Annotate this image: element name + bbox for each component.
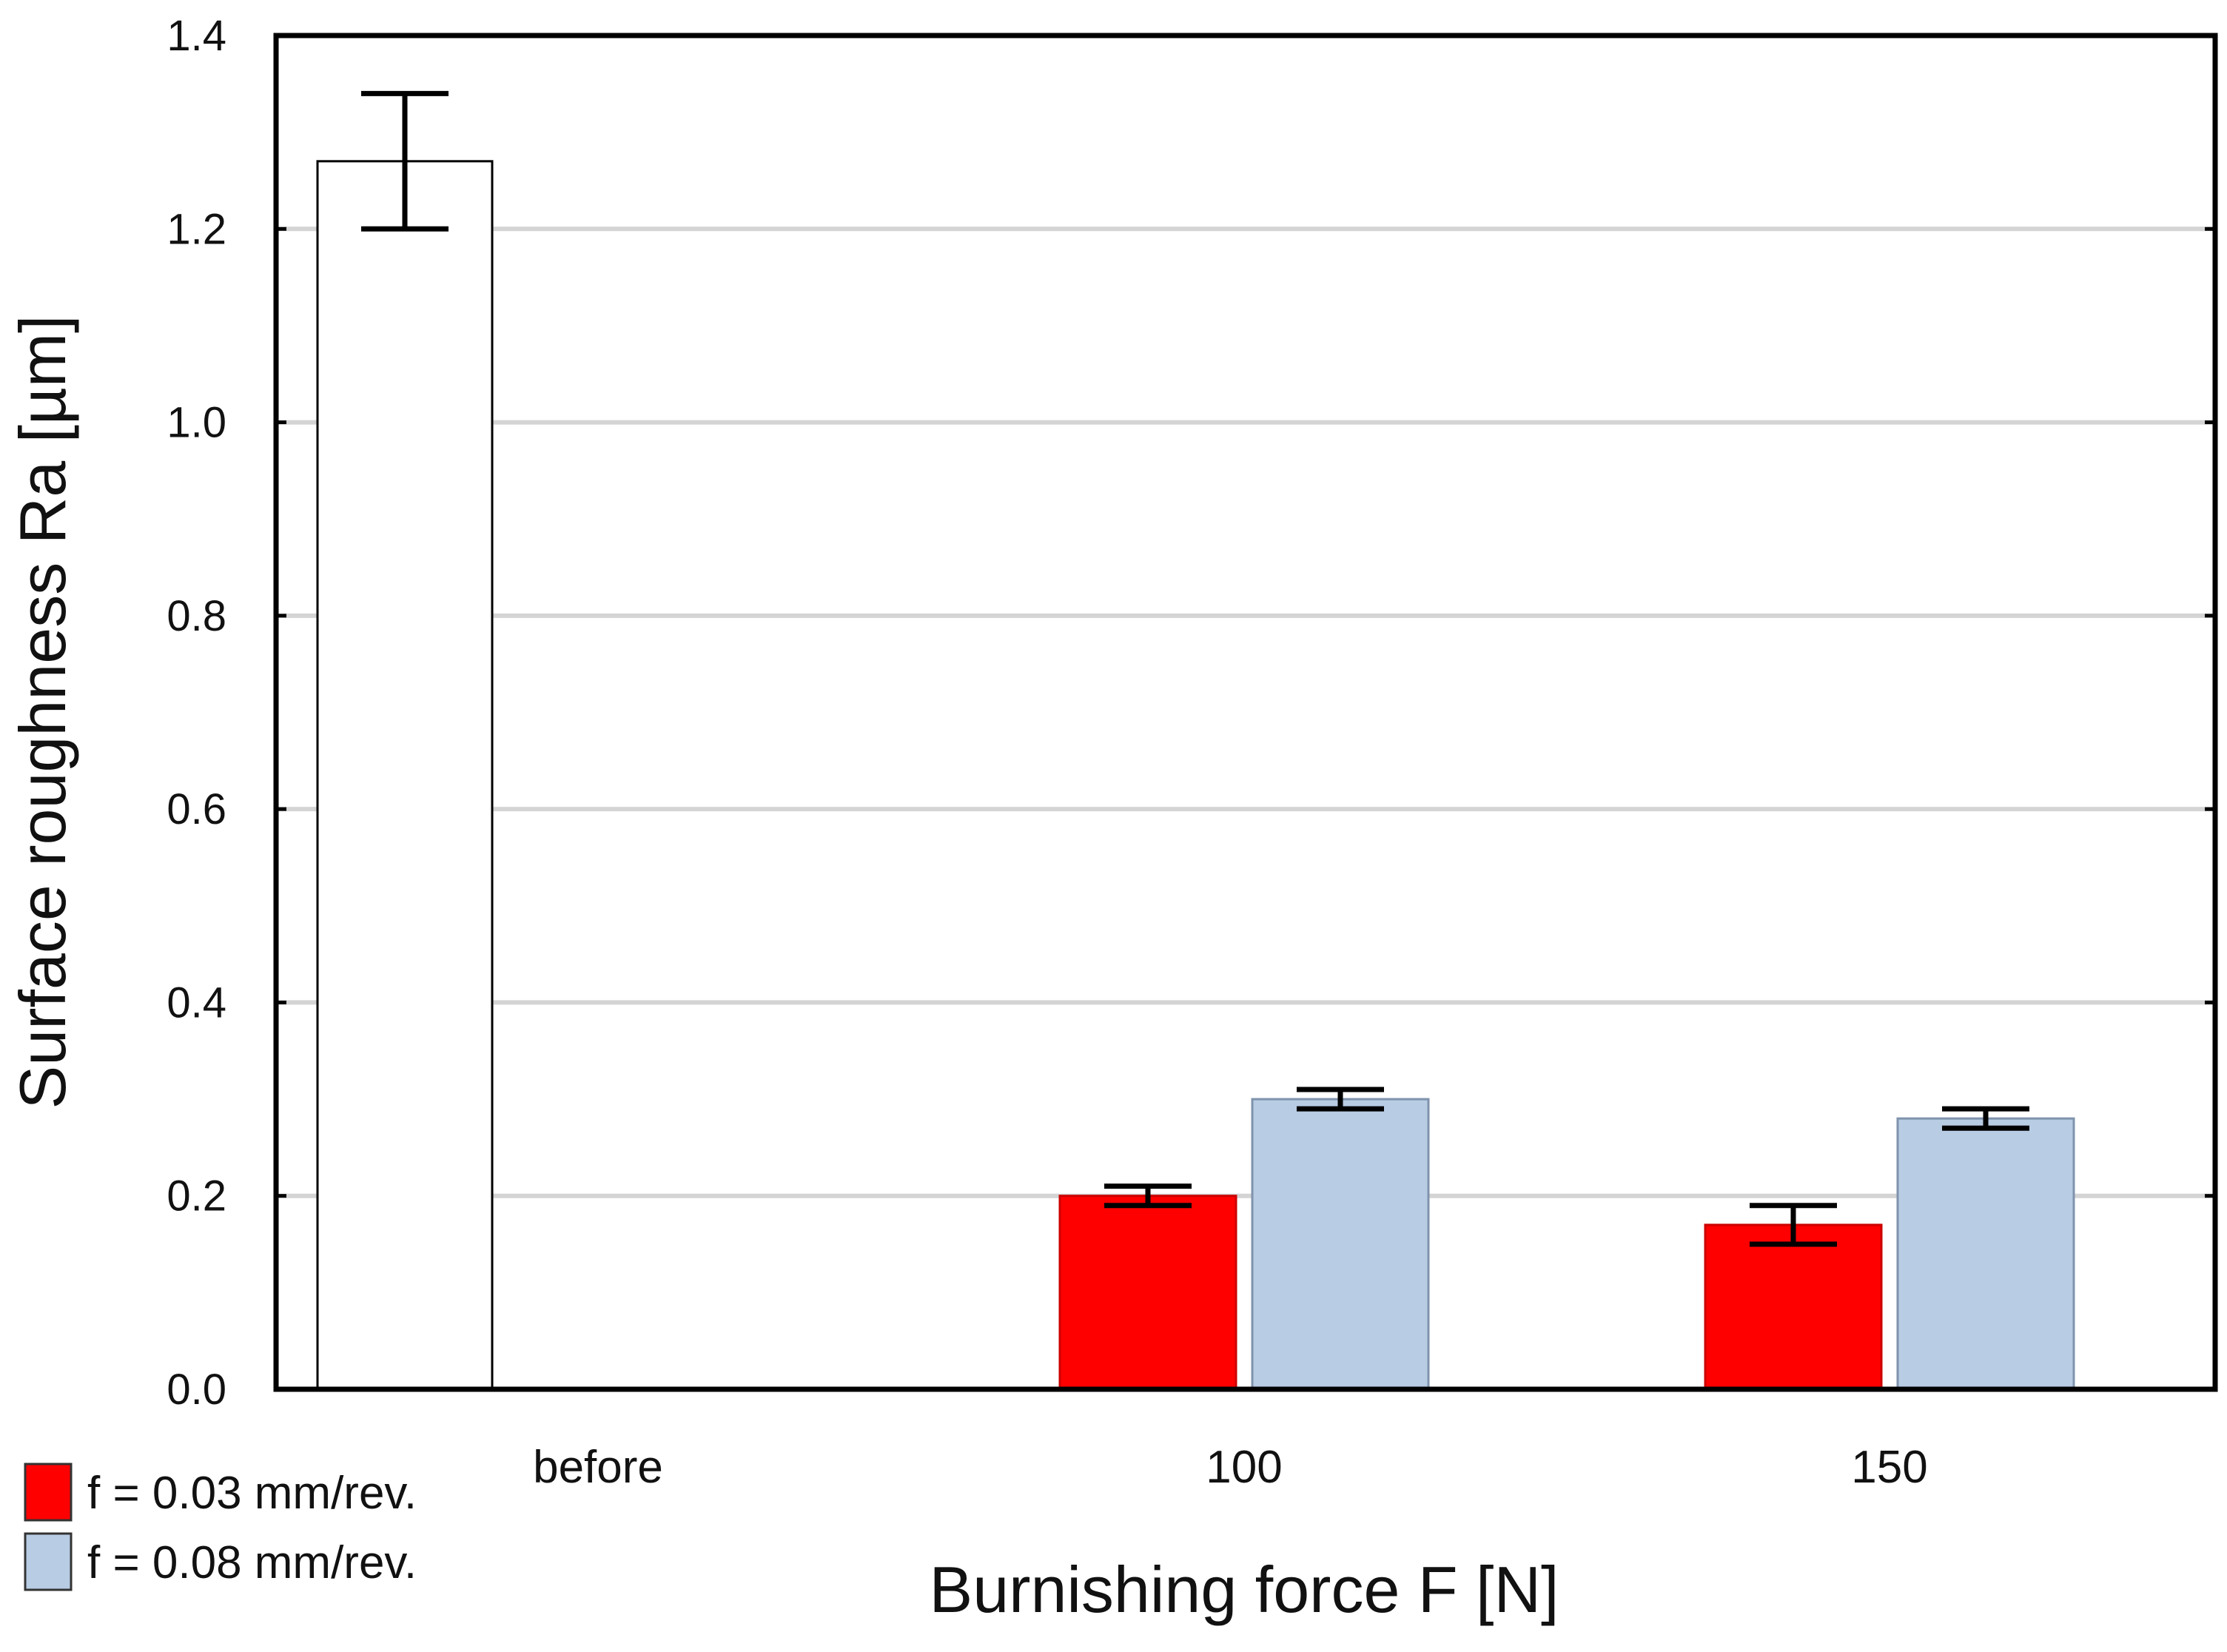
bar-150-series-2 [1896, 1117, 2075, 1391]
legend-label: f = 0.08 mm/rev. [87, 1537, 417, 1588]
bar-before [316, 160, 494, 1391]
y-tick-label: 1.2 [167, 205, 226, 253]
legend-swatch [24, 1463, 73, 1522]
legend-label: f = 0.03 mm/rev. [87, 1468, 417, 1519]
x-axis-categories: before 100 150 [533, 1442, 1928, 1493]
bar-100-series-2 [1251, 1098, 1430, 1391]
y-tick-label: 0.4 [167, 978, 226, 1027]
y-tick-label: 0.8 [167, 592, 226, 640]
y-tick-label: 0.0 [167, 1366, 226, 1414]
legend: f = 0.03 mm/rev. f = 0.08 mm/rev. [24, 1463, 417, 1591]
y-tick-label: 1.0 [167, 399, 226, 447]
bar-100-series-1 [1058, 1195, 1237, 1391]
y-tick-label: 0.6 [167, 785, 226, 833]
x-category-label: 100 [1206, 1442, 1282, 1493]
y-tick-label: 0.2 [167, 1172, 226, 1220]
x-category-label: before [533, 1442, 663, 1493]
plot-frame [273, 33, 2218, 1392]
error-bars [361, 90, 2029, 1247]
x-category-label: 150 [1851, 1442, 1927, 1493]
gridlines [276, 226, 2215, 1198]
y-tick-label: 1.4 [167, 12, 226, 60]
x-axis-title: Burnishing force F [N] [930, 1553, 1559, 1626]
y-axis-title: Surface roughness Ra [µm] [6, 315, 79, 1109]
legend-swatch [24, 1532, 73, 1591]
y-axis-ticks: 0.0 0.2 0.4 0.6 0.8 1.0 1.2 1.4 [167, 12, 2215, 1414]
bar-150-series-1 [1704, 1223, 1883, 1391]
